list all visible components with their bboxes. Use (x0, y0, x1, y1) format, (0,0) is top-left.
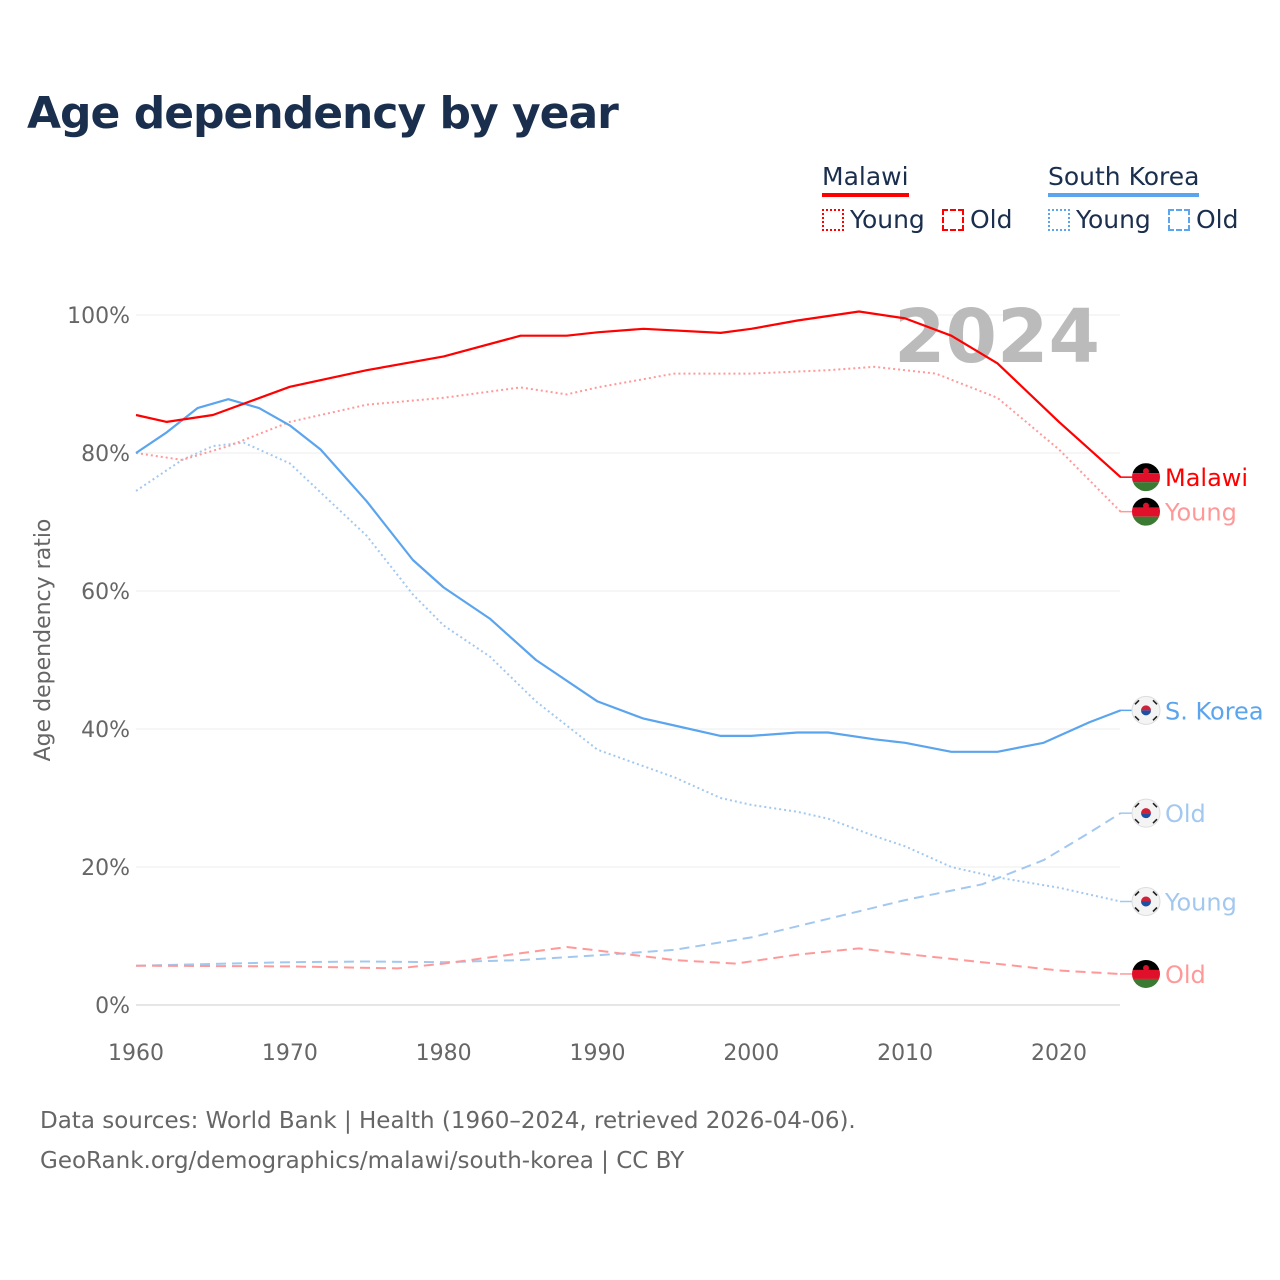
footer-link[interactable]: GeoRank.org/demographics/malawi/south-ko… (40, 1148, 685, 1174)
dashed-swatch-icon (1168, 209, 1190, 231)
x-tick-label: 1960 (108, 1041, 164, 1066)
series-end-label: Young (1164, 889, 1237, 917)
series-end-label: Young (1164, 499, 1237, 527)
south-korea-flag-icon (1131, 887, 1161, 916)
legend-korea-old[interactable]: Old (1168, 205, 1239, 234)
y-tick-label: 60% (81, 580, 130, 605)
x-tick-label: 2000 (723, 1041, 779, 1066)
x-tick-label: 1980 (416, 1041, 472, 1066)
y-tick-label: 20% (81, 856, 130, 881)
series-end-label: Malawi (1165, 464, 1248, 492)
dashed-swatch-icon (942, 209, 964, 231)
series-end-label: Old (1165, 800, 1206, 828)
dotted-swatch-icon (822, 209, 844, 231)
y-tick-label: 80% (81, 442, 130, 467)
series-line-south-korea-old (135, 812, 1122, 967)
x-tick-label: 1970 (262, 1041, 318, 1066)
x-tick-label: 2020 (1031, 1041, 1087, 1066)
legend-malawi-young[interactable]: Young (822, 205, 925, 234)
series-line-south-korea-young (135, 441, 1121, 903)
y-tick-label: 40% (81, 718, 130, 743)
y-axis-label: Age dependency ratio (31, 519, 56, 762)
malawi-flag-icon (1132, 463, 1160, 492)
malawi-flag-icon (1132, 497, 1160, 526)
dotted-swatch-icon (1048, 209, 1070, 231)
y-tick-label: 100% (67, 304, 130, 329)
series-line-south-korea (135, 398, 1121, 753)
chart-title: Age dependency by year (27, 88, 619, 139)
series-line-malawi-old (135, 946, 1121, 975)
malawi-flag-icon (1132, 959, 1160, 988)
x-tick-label: 2010 (877, 1041, 933, 1066)
legend-korea[interactable]: South Korea (1048, 162, 1200, 197)
series-line-malawi-young (135, 365, 1122, 513)
series-end-label: S. Korea (1165, 697, 1264, 725)
y-tick-label: 0% (95, 994, 130, 1019)
x-tick-label: 1990 (569, 1041, 625, 1066)
series-line-malawi (135, 310, 1122, 478)
legend-malawi-old[interactable]: Old (942, 205, 1013, 234)
series-end-label: Old (1165, 961, 1206, 989)
south-korea-flag-icon (1131, 798, 1161, 828)
legend-malawi[interactable]: Malawi (822, 162, 909, 197)
south-korea-flag-icon (1131, 695, 1161, 725)
footer-sources: Data sources: World Bank | Health (1960–… (40, 1108, 856, 1134)
legend-korea-young[interactable]: Young (1048, 205, 1151, 234)
year-watermark: 2024 (894, 294, 1100, 380)
